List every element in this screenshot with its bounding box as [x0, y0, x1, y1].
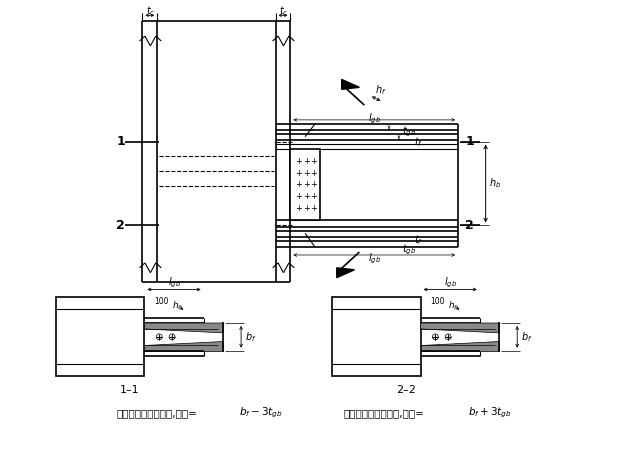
Text: 2: 2: [466, 219, 474, 232]
Text: $t_c$: $t_c$: [146, 5, 155, 18]
Text: 2: 2: [116, 219, 125, 232]
Text: 1: 1: [466, 135, 474, 148]
Text: 2–2: 2–2: [396, 385, 416, 395]
Text: 100: 100: [155, 297, 169, 306]
Text: $t_{gb}$: $t_{gb}$: [402, 243, 416, 257]
Text: $h_f$: $h_f$: [448, 299, 459, 311]
Polygon shape: [420, 323, 499, 333]
Text: $b_f+3t_{gb}$: $b_f+3t_{gb}$: [468, 405, 511, 420]
Text: $t_c$: $t_c$: [279, 5, 288, 18]
Polygon shape: [336, 268, 354, 278]
Text: 在下翅缘加橔形盖板,板宽=: 在下翅缘加橔形盖板,板宽=: [343, 408, 424, 418]
Text: +: +: [310, 192, 317, 201]
Text: $t_f$: $t_f$: [414, 233, 423, 247]
Text: +: +: [295, 204, 301, 213]
Polygon shape: [342, 79, 359, 89]
Text: $t_{gb}$: $t_{gb}$: [402, 124, 416, 139]
Text: $h_b$: $h_b$: [490, 177, 502, 190]
Text: $h_f$: $h_f$: [375, 84, 387, 97]
Text: +: +: [310, 181, 317, 189]
Text: +: +: [303, 181, 310, 189]
Text: +: +: [295, 157, 301, 166]
Text: +: +: [310, 168, 317, 178]
Text: +: +: [303, 192, 310, 201]
Text: +: +: [295, 168, 301, 178]
Text: 1–1: 1–1: [120, 385, 139, 395]
Text: +: +: [303, 204, 310, 213]
Polygon shape: [144, 323, 223, 333]
Text: +: +: [310, 157, 317, 166]
Text: $b_f$: $b_f$: [245, 330, 257, 344]
Text: 在上翅缘加橔形盖板,板宽=: 在上翅缘加橔形盖板,板宽=: [117, 408, 198, 418]
Text: $b_f-3t_{gb}$: $b_f-3t_{gb}$: [239, 405, 283, 420]
Text: +: +: [303, 157, 310, 166]
Bar: [56, 297, 144, 376]
Text: 100: 100: [431, 297, 445, 306]
Bar: [291, 149, 320, 221]
Text: $l_{gb}$: $l_{gb}$: [167, 276, 181, 290]
Text: $l_{gb}$: $l_{gb}$: [368, 252, 381, 266]
Text: +: +: [310, 204, 317, 213]
Text: +: +: [303, 168, 310, 178]
Text: $h_f$: $h_f$: [172, 299, 183, 311]
Text: $b_f$: $b_f$: [522, 330, 533, 344]
Text: 1: 1: [116, 135, 125, 148]
Text: $l_{gb}$: $l_{gb}$: [444, 276, 457, 290]
Polygon shape: [420, 341, 499, 350]
Text: $l_{gb}$: $l_{gb}$: [368, 112, 381, 126]
Text: $t_f$: $t_f$: [414, 136, 423, 149]
Text: +: +: [295, 192, 301, 201]
Bar: [332, 297, 420, 376]
Text: +: +: [295, 181, 301, 189]
Polygon shape: [144, 341, 223, 350]
